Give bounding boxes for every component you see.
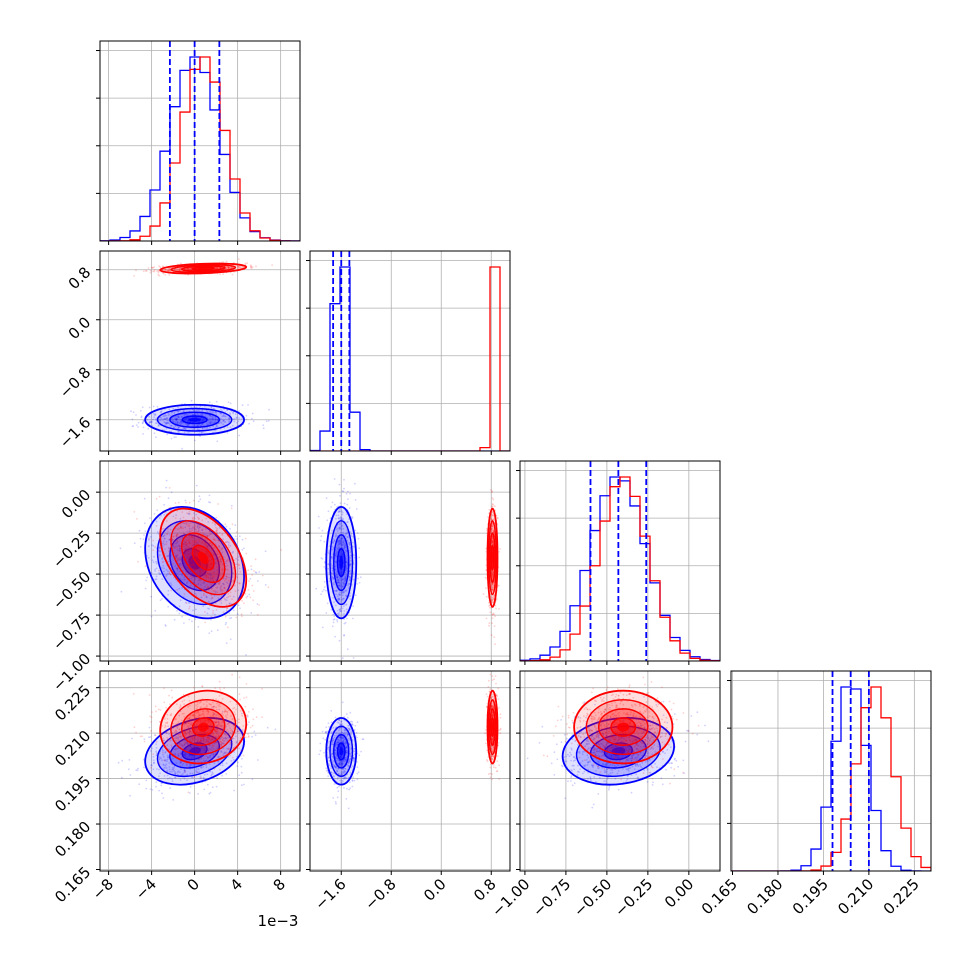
histogram-series-1 [520,476,720,661]
density-contour [339,555,344,570]
density-contour [491,722,494,732]
density-contour [339,747,344,756]
density-contour [188,417,201,422]
x-tick-label: −8 [89,875,117,903]
axes-frame [730,670,932,872]
x-tick-label: −0.25 [611,875,656,920]
density-contour [197,267,209,270]
x-tick-label: 0.180 [743,875,786,918]
histogram-series-0 [520,476,720,661]
histogram-series-0 [310,266,510,451]
y-tick-label: 0.165 [51,863,94,906]
density-contour [617,722,630,732]
y-tick-label: −0.8 [56,363,94,401]
y-tick-label: −0.75 [49,609,94,654]
x-tick-label: −1.6 [311,875,349,913]
y-tick-label: −1.6 [56,413,94,451]
axes-frame [99,40,301,242]
x-tick-label: 0 [184,875,203,894]
scatter-panel-2-1 [306,460,511,665]
density-contour [491,551,494,564]
y-tick-label: 0.0 [65,313,95,343]
scatter-panel-3-0 [96,670,301,875]
x-tick-label: −0.8 [361,875,399,913]
x-tick-label: 4 [227,875,246,894]
x-tick-label: −4 [132,875,160,903]
density-contour [197,551,209,564]
scatter-panel-2-0 [96,460,301,665]
x-tick-label: 8 [270,875,289,894]
y-tick-label: 0.180 [51,818,94,861]
y-tick-label: 0.210 [51,727,94,770]
histogram-panel-3 [727,670,932,875]
histogram-series-1 [310,266,510,451]
plot-area: −1.6−0.80.00.8−1.00−0.75−0.50−0.250.000.… [49,40,932,920]
axes-frame [309,670,511,872]
scatter-panel-3-2 [516,670,721,875]
axes-frame [99,670,301,872]
scatter-panel-3-1 [306,670,511,875]
density-contour [197,722,209,732]
axes-frame [519,670,721,872]
x-tick-label: 0.165 [698,875,741,918]
y-tick-label: −0.50 [49,568,94,613]
axes-frame [519,460,721,662]
histogram-panel-0 [96,40,301,245]
histogram-series-1 [100,56,300,241]
y-tick-label: −0.25 [49,527,94,572]
x-axis-offset-label: 1e−3 [258,912,299,930]
scatter-panel-1-0 [96,250,301,455]
axes-frame [99,460,301,662]
y-tick-label: 0.8 [65,263,95,293]
x-tick-label: −0.75 [529,875,574,920]
x-tick-label: 0.195 [789,875,832,918]
axes-frame [309,460,511,662]
x-tick-label: 0.210 [834,875,877,918]
x-tick-label: 0.00 [661,875,697,911]
axes-frame [309,250,511,452]
y-tick-label: 0.00 [58,486,94,522]
histogram-series-0 [100,56,300,241]
y-tick-label: 0.195 [51,772,94,815]
axes-frame [99,250,301,452]
histogram-panel-1 [306,250,511,455]
x-tick-label: 0.225 [880,875,923,918]
x-tick-label: −1.00 [488,875,533,920]
x-tick-label: −0.50 [570,875,615,920]
x-tick-label: 0.0 [420,875,450,905]
histogram-panel-2 [516,460,721,665]
